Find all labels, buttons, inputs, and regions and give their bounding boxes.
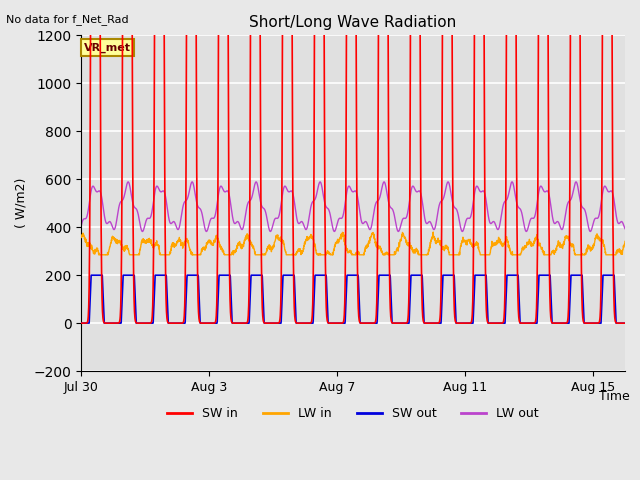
Y-axis label: ( W/m2): ( W/m2) [15,178,28,228]
Title: Short/Long Wave Radiation: Short/Long Wave Radiation [250,15,457,30]
Text: VR_met: VR_met [84,42,131,53]
Text: No data for f_Net_Rad: No data for f_Net_Rad [6,14,129,25]
X-axis label: Time: Time [599,390,630,403]
Legend: SW in, LW in, SW out, LW out: SW in, LW in, SW out, LW out [162,402,544,425]
